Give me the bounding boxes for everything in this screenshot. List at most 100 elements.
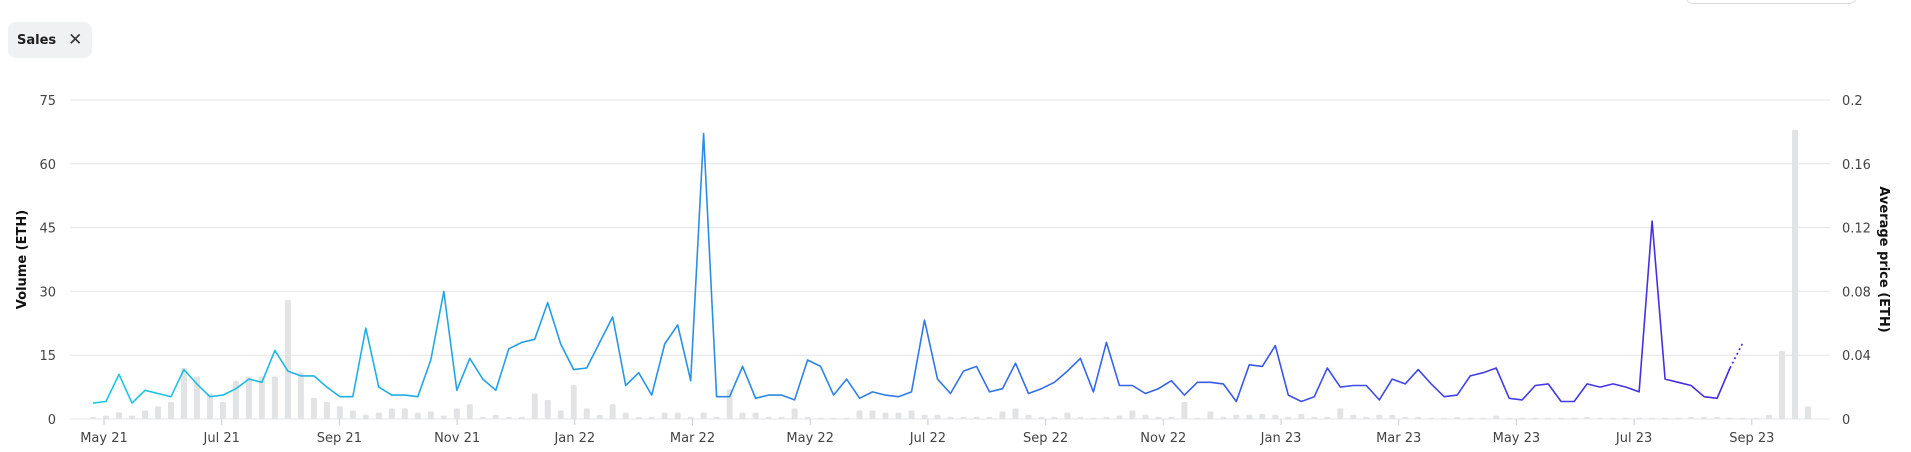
x-tick-label: Jan 22 [553, 431, 595, 446]
x-tick-label: May 22 [786, 431, 834, 446]
volume-bar [1168, 416, 1175, 419]
volume-bar [1389, 414, 1396, 419]
y-tick-label: 0 [48, 413, 56, 428]
volume-bar [1337, 408, 1344, 419]
close-icon[interactable]: ✕ [68, 29, 83, 50]
volume-bar [1506, 417, 1513, 419]
volume-bar [583, 408, 590, 419]
volume-bar [999, 411, 1006, 419]
volume-bar [817, 417, 824, 419]
volume-bar [102, 415, 109, 419]
y-axis-title: Volume (ETH) [15, 210, 30, 309]
volume-bar [128, 415, 135, 419]
volume-bar [440, 415, 447, 419]
volume-bar [1194, 417, 1201, 419]
volume-bar [362, 414, 369, 419]
volume-bar [1493, 415, 1500, 419]
y-tick-label: 60 [39, 158, 56, 173]
volume-bar [1714, 416, 1721, 419]
volume-bar [193, 376, 200, 419]
volume-bar [1038, 416, 1045, 419]
volume-bar [388, 408, 395, 419]
x-tick-label: Mar 23 [1376, 431, 1421, 446]
filter-chip-label: Sales [17, 32, 57, 48]
x-tick-label: Jul 21 [203, 431, 240, 446]
volume-bar [154, 406, 161, 419]
volume-bar [687, 416, 694, 419]
volume-bar [1415, 416, 1422, 419]
volume-bar [1649, 417, 1656, 419]
volume-bar [297, 372, 304, 419]
volume-bar [1805, 406, 1811, 419]
volume-bar [1792, 129, 1799, 420]
volume-bar [1103, 416, 1110, 419]
volume-bar [908, 410, 915, 419]
volume-bar [336, 406, 343, 419]
volume-bar [960, 416, 967, 419]
volume-bar [206, 393, 213, 419]
x-tick-label: Jan 23 [1260, 431, 1302, 446]
volume-bar [1272, 414, 1279, 419]
y2-tick-label: 0.16 [1842, 158, 1871, 173]
volume-bar [700, 412, 707, 419]
volume-bar [1740, 417, 1747, 419]
volume-bar [973, 416, 980, 419]
volume-bar [492, 414, 499, 419]
x-tick-label: Jul 23 [1615, 431, 1652, 446]
volume-bar [947, 416, 954, 419]
volume-bar [1311, 416, 1318, 419]
volume-bar [1181, 401, 1188, 419]
volume-bar [1350, 414, 1357, 419]
y-tick-label: 30 [39, 285, 56, 300]
volume-bar [895, 412, 902, 419]
y2-tick-label: 0.12 [1842, 222, 1871, 237]
volume-bar [115, 412, 122, 419]
volume-bar [1662, 417, 1669, 419]
volume-bar [830, 417, 837, 419]
volume-bar [518, 416, 525, 419]
volume-bar [986, 416, 993, 419]
volume-bar [921, 414, 928, 419]
volume-bar [1220, 416, 1227, 419]
volume-bar [1155, 416, 1162, 419]
volume-bar [635, 416, 642, 419]
volume-bar [1675, 417, 1682, 419]
y2-axis-title: Average price (ETH) [1876, 186, 1891, 332]
volume-bar [843, 417, 850, 419]
volume-bar [596, 414, 603, 419]
x-tick-label: May 21 [80, 431, 128, 446]
volume-bar [1077, 416, 1084, 419]
volume-bar [219, 401, 226, 419]
volume-bar [284, 299, 291, 419]
filter-chip-sales[interactable]: Sales ✕ [8, 22, 93, 58]
volume-bar [1571, 417, 1578, 419]
volume-bar [310, 397, 317, 419]
volume-bar [713, 416, 720, 419]
volume-bar [934, 414, 941, 419]
volume-bar [882, 412, 889, 419]
volume-bar [791, 408, 798, 419]
volume-bar [1428, 417, 1435, 419]
volume-bar [427, 411, 434, 419]
volume-bar [1207, 411, 1214, 419]
volume-bar [1298, 413, 1305, 419]
volume-bar [245, 376, 252, 419]
volume-bar [1051, 416, 1058, 419]
x-tick-label: Jul 22 [909, 431, 946, 446]
volume-bar [1129, 410, 1136, 419]
x-tick-label: Sep 21 [317, 431, 362, 446]
volume-bar [349, 410, 356, 419]
volume-bar [1480, 417, 1487, 419]
volume-bar [505, 416, 512, 419]
volume-bar [1285, 416, 1292, 419]
volume-bar [1142, 414, 1149, 419]
volume-bar [1558, 417, 1565, 419]
volume-bar [739, 412, 746, 419]
volume-bar [1636, 417, 1643, 419]
x-tick-label: Sep 23 [1729, 431, 1774, 446]
x-tick-label: May 23 [1493, 431, 1541, 446]
volume-bar [1532, 417, 1539, 419]
volume-bar [778, 416, 785, 419]
volume-bar [1376, 414, 1383, 419]
y2-tick-label: 0.2 [1842, 94, 1863, 109]
